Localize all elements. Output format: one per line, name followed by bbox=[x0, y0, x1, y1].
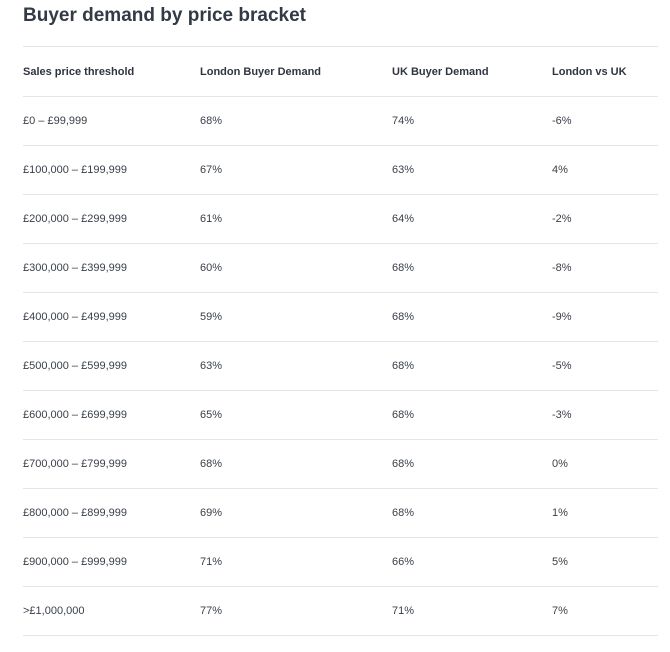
table-row: £800,000 – £899,999 69% 68% 1% bbox=[23, 488, 658, 538]
cell-uk-demand: 71% bbox=[392, 586, 552, 636]
cell-london-vs-uk: 7% bbox=[552, 586, 658, 636]
cell-price-bracket: £600,000 – £699,999 bbox=[23, 390, 200, 440]
cell-price-bracket: £200,000 – £299,999 bbox=[23, 194, 200, 244]
cell-uk-demand: 68% bbox=[392, 488, 552, 538]
cell-london-vs-uk: -8% bbox=[552, 243, 658, 293]
cell-london-vs-uk: -6% bbox=[552, 96, 658, 146]
table-row: £400,000 – £499,999 59% 68% -9% bbox=[23, 292, 658, 342]
table-row: £100,000 – £199,999 67% 63% 4% bbox=[23, 145, 658, 195]
cell-price-bracket: £300,000 – £399,999 bbox=[23, 243, 200, 293]
cell-london-vs-uk: -5% bbox=[552, 341, 658, 391]
table-row: £700,000 – £799,999 68% 68% 0% bbox=[23, 439, 658, 489]
cell-london-demand: 61% bbox=[200, 194, 392, 244]
cell-london-demand: 71% bbox=[200, 537, 392, 587]
table-row: £600,000 – £699,999 65% 68% -3% bbox=[23, 390, 658, 440]
table-row: £500,000 – £599,999 63% 68% -5% bbox=[23, 341, 658, 391]
cell-london-demand: 67% bbox=[200, 145, 392, 195]
table-row: £200,000 – £299,999 61% 64% -2% bbox=[23, 194, 658, 244]
cell-price-bracket: £500,000 – £599,999 bbox=[23, 341, 200, 391]
cell-uk-demand: 68% bbox=[392, 243, 552, 293]
cell-london-vs-uk: 4% bbox=[552, 145, 658, 195]
cell-uk-demand: 68% bbox=[392, 292, 552, 342]
cell-london-demand: 77% bbox=[200, 586, 392, 636]
page-container: Buyer demand by price bracket Sales pric… bbox=[23, 0, 658, 636]
table-row: £0 – £99,999 68% 74% -6% bbox=[23, 96, 658, 146]
cell-uk-demand: 64% bbox=[392, 194, 552, 244]
table-body: £0 – £99,999 68% 74% -6% £100,000 – £199… bbox=[23, 96, 658, 636]
cell-price-bracket: £0 – £99,999 bbox=[23, 96, 200, 146]
cell-london-vs-uk: -9% bbox=[552, 292, 658, 342]
page-title: Buyer demand by price bracket bbox=[23, 0, 658, 47]
cell-price-bracket: >£1,000,000 bbox=[23, 586, 200, 636]
header-row: Sales price threshold London Buyer Deman… bbox=[23, 47, 658, 97]
cell-uk-demand: 68% bbox=[392, 341, 552, 391]
cell-uk-demand: 68% bbox=[392, 439, 552, 489]
cell-london-demand: 68% bbox=[200, 439, 392, 489]
cell-london-vs-uk: 5% bbox=[552, 537, 658, 587]
cell-uk-demand: 66% bbox=[392, 537, 552, 587]
cell-london-vs-uk: 0% bbox=[552, 439, 658, 489]
header-uk-buyer-demand: UK Buyer Demand bbox=[392, 47, 552, 97]
cell-price-bracket: £400,000 – £499,999 bbox=[23, 292, 200, 342]
cell-price-bracket: £700,000 – £799,999 bbox=[23, 439, 200, 489]
cell-price-bracket: £800,000 – £899,999 bbox=[23, 488, 200, 538]
table-row: £900,000 – £999,999 71% 66% 5% bbox=[23, 537, 658, 587]
cell-price-bracket: £100,000 – £199,999 bbox=[23, 145, 200, 195]
cell-london-vs-uk: -2% bbox=[552, 194, 658, 244]
cell-london-demand: 59% bbox=[200, 292, 392, 342]
table-row: >£1,000,000 77% 71% 7% bbox=[23, 586, 658, 636]
header-london-buyer-demand: London Buyer Demand bbox=[200, 47, 392, 97]
cell-london-vs-uk: -3% bbox=[552, 390, 658, 440]
cell-uk-demand: 68% bbox=[392, 390, 552, 440]
cell-uk-demand: 74% bbox=[392, 96, 552, 146]
table-row: £300,000 – £399,999 60% 68% -8% bbox=[23, 243, 658, 293]
table-header: Sales price threshold London Buyer Deman… bbox=[23, 47, 658, 97]
cell-london-demand: 69% bbox=[200, 488, 392, 538]
cell-london-demand: 68% bbox=[200, 96, 392, 146]
cell-price-bracket: £900,000 – £999,999 bbox=[23, 537, 200, 587]
cell-london-demand: 65% bbox=[200, 390, 392, 440]
cell-uk-demand: 63% bbox=[392, 145, 552, 195]
header-sales-price-threshold: Sales price threshold bbox=[23, 47, 200, 97]
cell-london-demand: 60% bbox=[200, 243, 392, 293]
cell-london-vs-uk: 1% bbox=[552, 488, 658, 538]
cell-london-demand: 63% bbox=[200, 341, 392, 391]
buyer-demand-table: Sales price threshold London Buyer Deman… bbox=[23, 47, 658, 636]
header-london-vs-uk: London vs UK bbox=[552, 47, 658, 97]
